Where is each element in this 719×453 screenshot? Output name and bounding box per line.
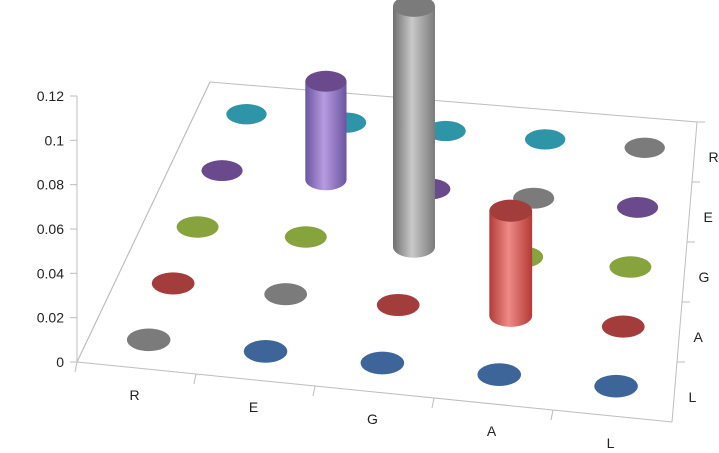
- data-point-R-E: [201, 160, 243, 182]
- zero-disc: [360, 351, 405, 375]
- x-axis-tick-label: G: [367, 411, 378, 427]
- x-axis-tick-label: L: [607, 435, 615, 448]
- zero-disc: [226, 104, 267, 125]
- data-marks: [126, 0, 665, 398]
- data-point-L-L: [594, 374, 638, 398]
- x-axis-labels: R E G A L: [74, 361, 615, 451]
- data-point-L-R: [624, 137, 665, 158]
- z-axis-ticks: 0 0.02 0.04 0.06 0.08 0.1 0.12: [37, 88, 77, 370]
- zero-disc: [616, 196, 659, 218]
- depth-axis-tick-label: E: [704, 209, 713, 225]
- depth-axis-tick-label: R: [709, 149, 719, 165]
- data-point-G-L: [360, 351, 405, 375]
- x-axis-tick-label: R: [129, 387, 139, 403]
- zero-disc: [243, 340, 288, 363]
- data-point-R-R: [226, 104, 267, 125]
- z-axis-tick-label: 0.02: [37, 310, 64, 326]
- z-axis-tick-label: 0.08: [37, 177, 64, 193]
- zero-disc: [609, 256, 652, 278]
- data-point-E-A: [264, 283, 308, 306]
- zero-disc: [201, 160, 243, 182]
- data-point-G-R: [425, 120, 466, 142]
- data-point-A-A: [489, 199, 533, 327]
- data-point-E-G: [284, 226, 327, 248]
- zero-disc: [376, 293, 420, 317]
- x-axis-tick-label: A: [487, 423, 497, 439]
- x-axis-tick: [550, 409, 554, 421]
- data-point-L-A: [601, 315, 645, 338]
- zero-disc: [477, 363, 522, 386]
- zero-disc: [151, 272, 195, 295]
- z-axis-tick-label: 0.06: [37, 221, 64, 237]
- z-axis-tick-label: 0.04: [37, 265, 64, 281]
- zero-disc: [624, 137, 665, 158]
- zero-disc: [126, 328, 171, 352]
- data-point-E-E: [305, 70, 347, 191]
- left-floor-edge: [76, 81, 211, 363]
- zero-disc: [284, 226, 327, 248]
- data-point-R-G: [176, 216, 219, 238]
- cylinder-top: [489, 199, 533, 222]
- depth-axis-tick-label: A: [694, 329, 704, 345]
- data-point-L-G: [609, 256, 652, 278]
- z-axis-tick-label: 0.1: [45, 132, 65, 148]
- data-point-G-G: [393, 0, 435, 258]
- depth-axis-labels: R E G A L: [677, 121, 719, 405]
- data-point-R-L: [126, 328, 171, 352]
- z-axis-tick-label: 0: [56, 354, 64, 370]
- cylinder-body: [489, 210, 533, 327]
- data-point-R-A: [151, 272, 195, 295]
- depth-axis-tick-label: L: [689, 389, 697, 405]
- data-point-A-R: [524, 129, 566, 150]
- data-point-L-E: [616, 196, 659, 218]
- z-axis-tick-label: 0.12: [37, 88, 64, 104]
- cylinder-body: [305, 81, 347, 191]
- data-point-A-L: [477, 363, 522, 386]
- zero-disc: [176, 216, 219, 238]
- data-point-G-A: [376, 293, 420, 317]
- zero-disc: [425, 120, 466, 142]
- cylinder-body: [393, 6, 435, 258]
- zero-disc: [594, 374, 638, 398]
- x-axis-tick: [431, 397, 435, 409]
- x-axis-tick-label: E: [249, 399, 258, 415]
- x-axis-tick: [312, 385, 316, 397]
- x-axis-tick: [74, 361, 78, 373]
- zero-disc: [601, 315, 645, 338]
- data-point-E-L: [243, 340, 288, 363]
- depth-axis-tick-label: G: [699, 269, 710, 285]
- cylinder-top: [393, 0, 435, 17]
- cylinder-top: [305, 70, 347, 92]
- x-axis-tick: [193, 373, 197, 385]
- zero-disc: [264, 283, 308, 306]
- zero-disc: [524, 129, 566, 150]
